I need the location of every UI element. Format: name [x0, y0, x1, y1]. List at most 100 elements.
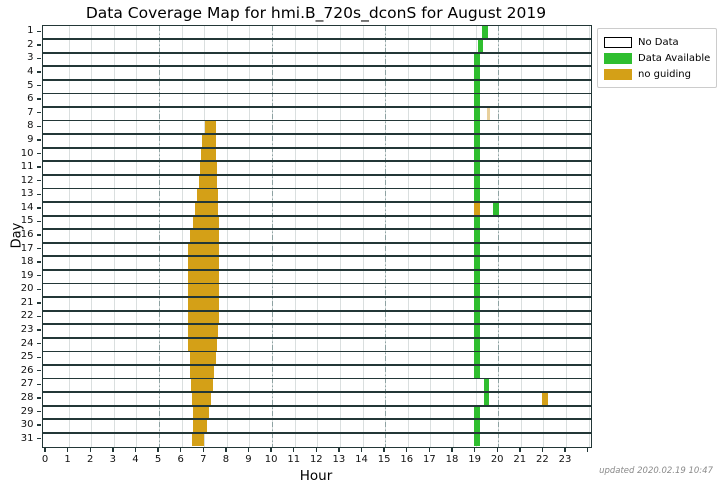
- day-tick-label: 6: [27, 93, 34, 105]
- day-tick: [36, 424, 41, 426]
- hour-tick-label: 14: [355, 453, 368, 465]
- hour-tick-label: 22: [536, 453, 549, 465]
- coverage-segment-day20-data_available: [474, 283, 481, 298]
- day-row-boundary: [42, 432, 591, 434]
- hour-tick-label: 18: [445, 453, 459, 465]
- day-tick: [36, 71, 41, 73]
- coverage-segment-day23-no_guiding: [188, 324, 218, 338]
- data-available-swatch: [604, 52, 632, 64]
- coverage-segment-day10-no_guiding: [200, 147, 216, 162]
- day-tick-label: 15: [20, 215, 34, 227]
- hour-tick-label: 23: [558, 453, 572, 465]
- hour-gridline: [430, 25, 432, 447]
- hour-tick: [270, 447, 272, 452]
- coverage-segment-day6-data_available: [474, 93, 481, 107]
- hour-gridline: [68, 25, 70, 447]
- day-tick: [36, 179, 41, 182]
- day-tick-label: 29: [20, 405, 34, 417]
- hour-tick: [157, 447, 159, 452]
- day-tick: [36, 247, 41, 250]
- five-hour-dashdot-line: [498, 25, 500, 447]
- day-tick-label: 11: [20, 161, 34, 173]
- coverage-segment-day3-data_available: [474, 52, 481, 67]
- day-tick-label: 12: [20, 174, 34, 186]
- hour-tick: [541, 447, 544, 452]
- day-tick-label: 1: [27, 25, 34, 37]
- hour-tick-label: 4: [132, 453, 139, 465]
- hour-gridline: [566, 25, 568, 447]
- day-tick: [36, 44, 41, 46]
- hour-tick-label: 21: [513, 453, 527, 465]
- hour-tick: [315, 447, 317, 452]
- day-tick: [36, 329, 41, 331]
- coverage-segment-day27-data_available: [483, 378, 490, 393]
- day-row-boundary: [42, 309, 591, 312]
- day-tick: [36, 397, 41, 399]
- day-tick: [36, 356, 41, 358]
- hour-gridline: [362, 25, 364, 447]
- hour-gridline: [226, 25, 228, 447]
- day-tick-label: 25: [20, 351, 34, 363]
- day-tick: [36, 139, 41, 141]
- day-row-boundary: [42, 377, 591, 380]
- hour-tick-label: 7: [200, 453, 207, 465]
- day-tick: [36, 261, 41, 263]
- day-row-boundary: [42, 404, 591, 407]
- hour-tick-label: 5: [154, 453, 162, 465]
- hour-tick-label: 3: [109, 453, 117, 465]
- y-axis-label: Day: [9, 222, 25, 249]
- coverage-segment-day14-no_guiding: [195, 202, 218, 216]
- day-tick-label: 27: [20, 378, 34, 390]
- hour-gridline: [543, 25, 545, 447]
- legend-item-no-guiding: no guiding: [604, 66, 710, 82]
- hour-gridline: [452, 25, 454, 447]
- hour-tick: [112, 447, 114, 452]
- coverage-segment-day8-data_available: [474, 120, 481, 135]
- hour-tick: [338, 447, 340, 452]
- coverage-segment-day7-data_available: [474, 106, 481, 121]
- coverage-segment-day16-no_guiding: [189, 229, 219, 243]
- hour-tick: [247, 447, 250, 452]
- legend-item-no-data: No Data: [604, 34, 710, 50]
- five-hour-dashdot-line: [385, 25, 387, 447]
- coverage-segment-day13-data_available: [474, 188, 481, 203]
- no-data-swatch: [604, 36, 632, 48]
- coverage-segment-day14-no_guiding: [474, 202, 481, 216]
- five-hour-dashdot-line: [159, 25, 161, 447]
- hour-tick: [360, 447, 363, 452]
- hour-tick-label: 10: [264, 453, 278, 465]
- coverage-segment-day21-no_guiding: [188, 297, 219, 311]
- day-tick-label: 16: [20, 229, 34, 240]
- legend-label: no guiding: [638, 68, 691, 80]
- hour-tick: [202, 447, 204, 452]
- coverage-segment-day7-no_guiding_faint: [486, 106, 490, 121]
- coverage-segment-day12-data_available: [474, 174, 481, 189]
- hour-gridline: [588, 25, 590, 447]
- day-row-boundary: [42, 228, 591, 231]
- coverage-segment-day19-data_available: [474, 269, 481, 284]
- coverage-segment-day24-data_available: [474, 337, 481, 352]
- hour-tick: [134, 447, 137, 452]
- coverage-segment-day28-data_available: [483, 392, 490, 406]
- coverage-segment-day13-no_guiding: [197, 188, 218, 203]
- hour-tick: [66, 447, 69, 452]
- day-row-boundary: [42, 350, 591, 353]
- day-tick: [36, 166, 41, 168]
- hour-gridline: [113, 25, 115, 447]
- day-tick: [36, 125, 41, 128]
- coverage-segment-day25-no_guiding: [189, 351, 216, 365]
- day-tick-label: 10: [20, 147, 34, 159]
- day-tick: [36, 152, 41, 155]
- plot-area: [41, 24, 592, 448]
- day-row-boundary: [42, 336, 591, 339]
- hour-gridline: [136, 25, 138, 447]
- hour-tick-label: 17: [422, 453, 436, 465]
- chart-title: Data Coverage Map for hmi.B_720s_dconS f…: [85, 4, 547, 22]
- day-tick-label: 13: [20, 188, 34, 200]
- hour-tick-label: 0: [41, 453, 49, 465]
- no-guiding-swatch: [604, 68, 632, 80]
- coverage-segment-day9-data_available: [474, 134, 481, 148]
- day-tick-label: 17: [20, 242, 34, 254]
- coverage-segment-day27-no_guiding: [190, 378, 214, 393]
- hour-tick: [428, 447, 431, 452]
